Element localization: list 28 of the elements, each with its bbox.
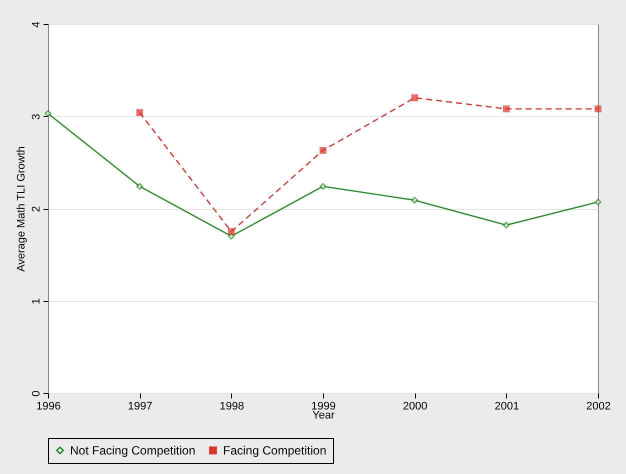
x-tick-label: 1997 (128, 400, 152, 412)
point (411, 196, 418, 204)
y-tick-label: 0 (30, 390, 42, 397)
x-tick-label: 2000 (402, 400, 428, 412)
y-tick-label: 4 (30, 21, 42, 28)
point (411, 94, 418, 102)
x-tick-label: 1999 (311, 400, 336, 412)
x-tick-label: 2001 (494, 400, 520, 412)
y-tick-label: 2 (30, 206, 42, 212)
x-tick-label: 1998 (220, 400, 244, 412)
point (320, 182, 326, 190)
point (136, 182, 144, 190)
x-axis-title: Year (312, 410, 335, 422)
x-tick-label: 1996 (36, 400, 61, 412)
point (594, 105, 602, 112)
point (502, 105, 510, 112)
legend-label: Not Facing Competition (70, 443, 196, 458)
point (594, 198, 602, 206)
y-tick-label: 1 (30, 298, 42, 304)
y-axis-title: Average Math TLI Growth (16, 146, 28, 272)
point (136, 109, 144, 116)
x-tick-label: 2002 (586, 400, 611, 412)
point (502, 222, 510, 228)
legend-label: Facing Competition (223, 443, 326, 458)
y-tick-label: 3 (30, 114, 42, 120)
point (228, 228, 235, 235)
point (44, 110, 52, 117)
point (320, 146, 326, 154)
